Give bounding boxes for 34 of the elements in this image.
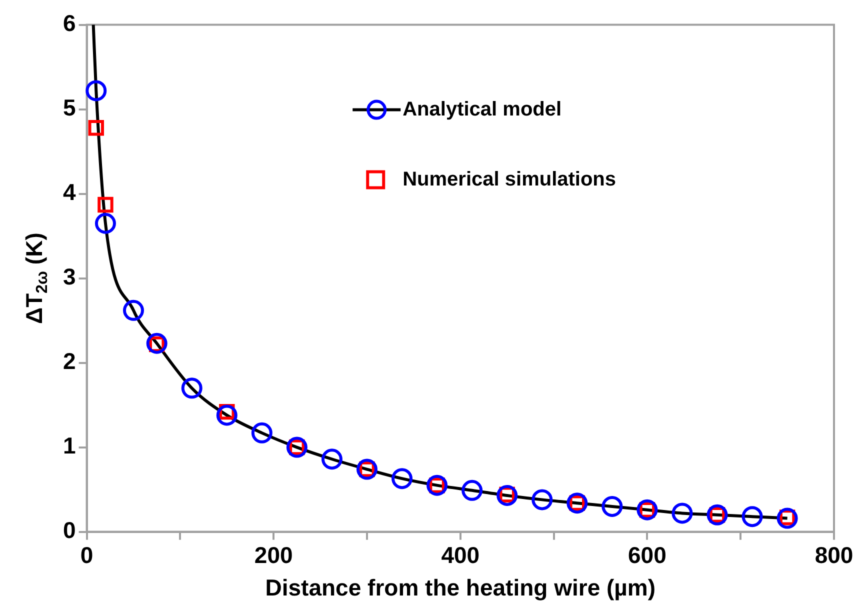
point [251,422,272,444]
legend-label: Numerical simulations [402,168,616,190]
x-tick-label: 0 [80,542,94,568]
y-tick-label: 2 [62,348,76,374]
point [216,404,238,426]
y-tick-label: 4 [62,179,76,206]
x-axis-title: Distance from the heating wire (µm) [265,574,656,601]
y-axis-title: ΔT2ω (K) [21,232,51,324]
x-tick-label: 200 [254,542,293,568]
point [94,212,116,234]
point [742,506,763,528]
point [496,484,518,506]
point [122,300,144,321]
y-tick-label: 0 [62,517,76,544]
point [462,480,483,501]
point [88,120,104,136]
point [602,496,623,517]
y-tick-label: 5 [62,94,76,121]
point [181,378,202,399]
x-tick-label: 600 [628,542,666,568]
point [392,468,413,490]
point [532,489,553,510]
legend-label: Analytical model [402,98,562,120]
point [146,332,168,354]
x-tick-label: 400 [441,542,480,568]
x-tick-label: 800 [814,542,854,568]
point [86,80,107,102]
y-tick-label: 3 [62,264,76,290]
y-tick-label: 6 [62,10,76,36]
point [776,508,798,529]
point [98,196,114,213]
point [672,502,693,524]
point [321,448,342,470]
y-tick-label: 1 [62,432,76,459]
